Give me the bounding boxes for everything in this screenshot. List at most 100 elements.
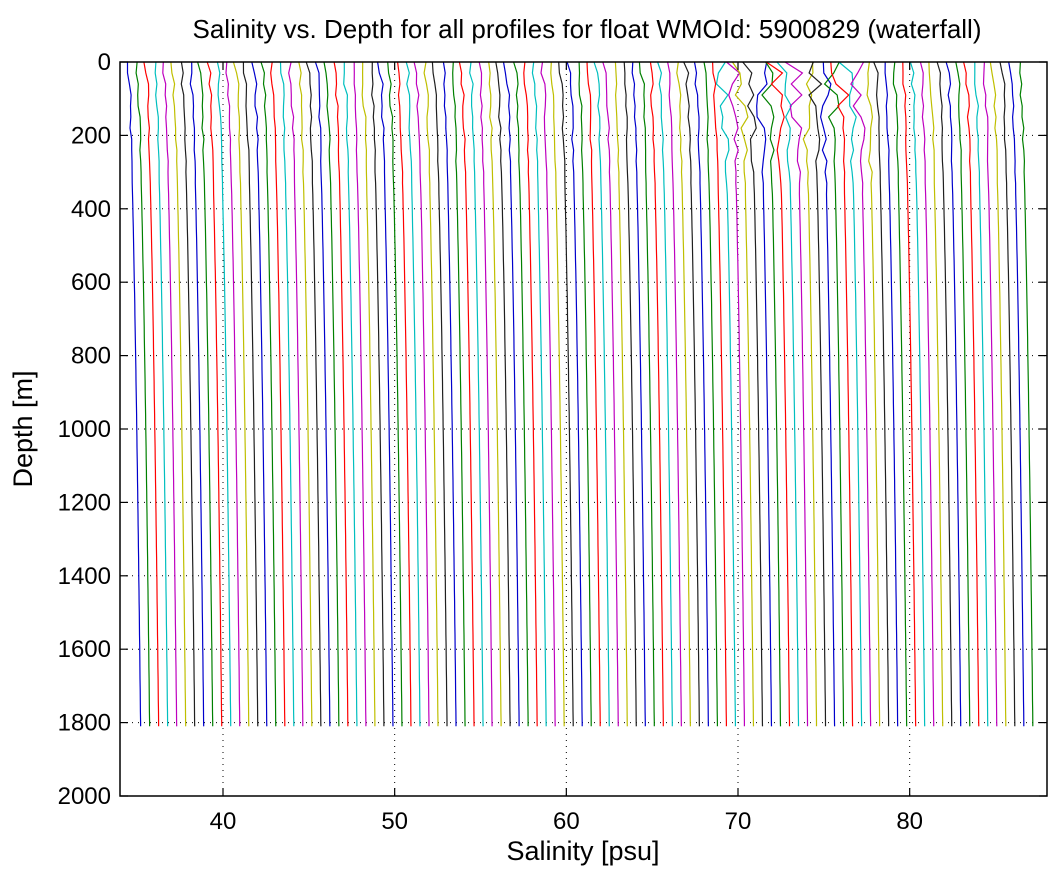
profile-line xyxy=(478,61,493,727)
profile-line xyxy=(242,61,259,727)
grid-lines xyxy=(120,62,1047,796)
profile-series xyxy=(126,61,1034,727)
profile-line xyxy=(989,61,1007,727)
profile-line xyxy=(850,61,872,727)
profile-line xyxy=(919,61,935,727)
profile-line xyxy=(776,61,800,727)
profile-line xyxy=(397,61,412,727)
profile-line xyxy=(298,61,313,727)
profile-line xyxy=(928,61,944,727)
profile-line xyxy=(631,61,646,727)
profile-line xyxy=(712,61,728,727)
y-tick-label: 0 xyxy=(98,49,111,76)
profile-line xyxy=(423,61,439,727)
profile-line xyxy=(1019,61,1034,727)
profile-line xyxy=(593,61,610,727)
profile-line xyxy=(371,61,385,727)
profile-line xyxy=(387,61,403,727)
profile-line xyxy=(469,61,484,727)
profile-line xyxy=(154,61,169,727)
profile-line xyxy=(540,61,556,727)
profile-line xyxy=(657,61,673,727)
profile-line xyxy=(974,62,989,727)
profile-line xyxy=(866,61,881,727)
profile-line xyxy=(693,61,709,727)
profile-line xyxy=(550,61,565,727)
profile-line xyxy=(742,61,764,727)
x-tick-label: 80 xyxy=(896,808,923,835)
profile-line xyxy=(756,61,773,727)
profile-line xyxy=(578,61,592,727)
profile-line xyxy=(343,62,358,727)
profile-line xyxy=(361,61,376,727)
x-tick-label: 60 xyxy=(553,808,580,835)
y-tick-label: 400 xyxy=(71,196,111,223)
profile-line xyxy=(523,61,538,727)
profile-line xyxy=(495,61,511,727)
profile-line xyxy=(225,61,241,727)
profile-line xyxy=(566,61,583,727)
profile-line xyxy=(323,61,340,727)
chart-title: Salinity vs. Depth for all profiles for … xyxy=(193,14,982,44)
profile-line xyxy=(955,61,971,727)
profile-line xyxy=(1008,61,1025,727)
x-tick-label: 50 xyxy=(381,808,408,835)
profile-line xyxy=(623,61,637,727)
profile-line xyxy=(823,61,845,727)
profile-line xyxy=(458,61,475,727)
y-tick-label: 1200 xyxy=(58,489,111,516)
profile-line xyxy=(452,61,466,727)
profile-line xyxy=(558,61,574,727)
profile-line xyxy=(502,61,520,727)
y-axis-label: Depth [m] xyxy=(8,370,38,487)
profile-line xyxy=(251,61,268,727)
profile-line xyxy=(405,61,421,727)
profile-line xyxy=(838,61,863,727)
profile-line xyxy=(126,62,142,727)
profile-line xyxy=(442,61,457,727)
profile-line xyxy=(784,61,809,727)
profile-line xyxy=(909,61,926,727)
profile-line xyxy=(288,61,304,727)
profile-line xyxy=(270,61,286,727)
profile-line xyxy=(761,61,782,727)
y-tick-label: 1400 xyxy=(58,563,111,590)
profile-line xyxy=(586,61,601,727)
profile-line xyxy=(260,61,277,727)
y-tick-label: 2000 xyxy=(58,783,111,810)
profile-line xyxy=(431,61,448,727)
profile-line xyxy=(703,61,719,727)
profile-line xyxy=(936,61,953,727)
profile-line xyxy=(982,61,998,727)
profile-line xyxy=(819,61,836,727)
profile-line xyxy=(638,61,655,727)
profile-line xyxy=(305,61,322,727)
profile-line xyxy=(884,61,899,727)
profile-line xyxy=(676,61,691,727)
profile-line xyxy=(232,61,250,727)
y-tick-label: 1800 xyxy=(58,710,111,737)
profile-line xyxy=(726,61,746,727)
profile-line xyxy=(413,61,430,727)
profile-line xyxy=(602,61,619,727)
x-tick-label: 40 xyxy=(210,808,237,835)
y-tick-label: 1600 xyxy=(58,636,111,663)
profile-line xyxy=(683,61,700,727)
y-tick-label: 800 xyxy=(71,343,111,370)
profile-line xyxy=(802,61,818,727)
y-tick-label: 200 xyxy=(71,122,111,149)
profile-line xyxy=(963,61,980,727)
profile-line xyxy=(162,61,178,727)
profile-line xyxy=(945,61,962,727)
x-tick-label: 70 xyxy=(725,808,752,835)
profile-line xyxy=(649,61,664,727)
profile-line xyxy=(830,61,854,727)
profile-line xyxy=(180,61,196,727)
y-tick-label: 600 xyxy=(71,269,111,296)
profile-line xyxy=(999,61,1016,727)
profile-line xyxy=(333,61,349,727)
profile-line xyxy=(873,61,890,727)
profile-line xyxy=(715,61,737,727)
axis-ticks: 40 50 60 70 80020040060080010001200140016001… xyxy=(58,49,1047,835)
